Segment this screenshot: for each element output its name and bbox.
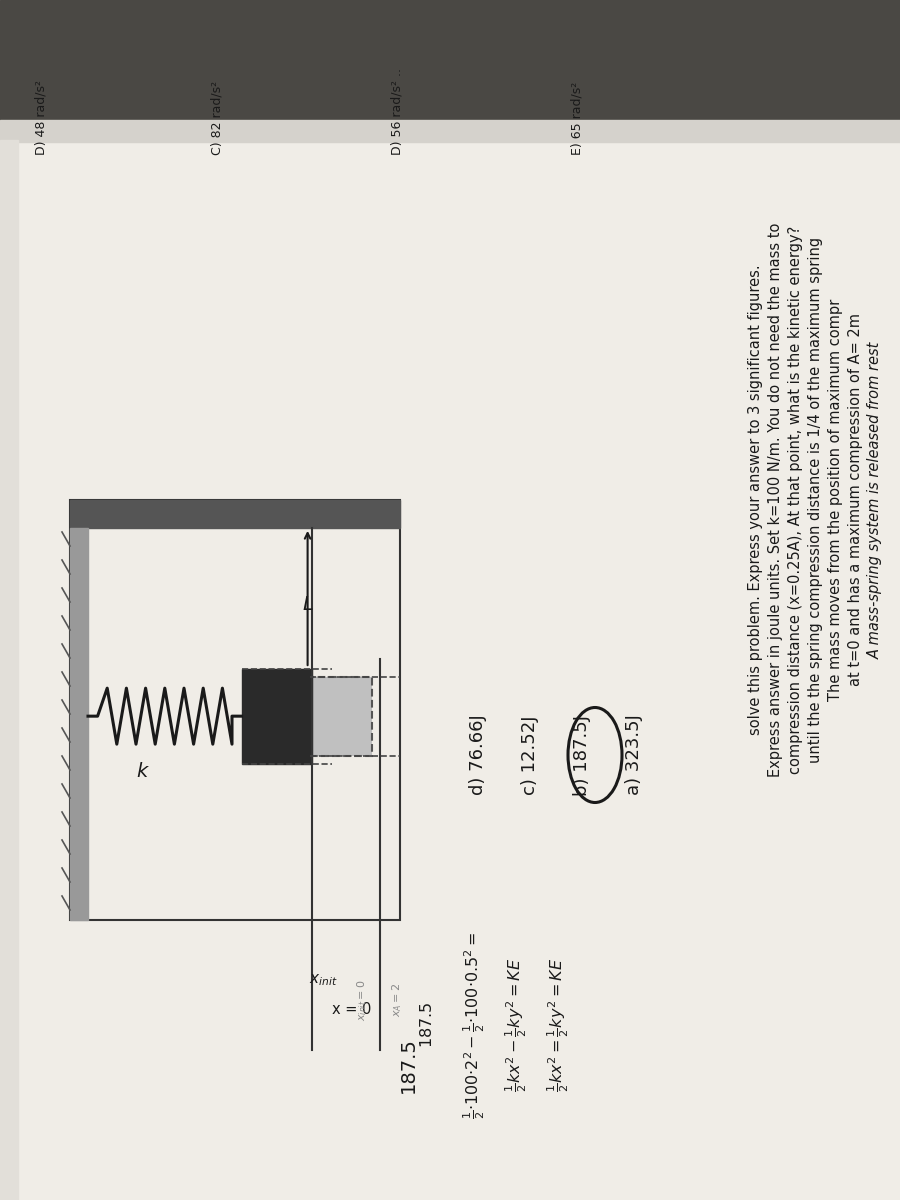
Text: at t=0 and has a maximum compression of A= 2m: at t=0 and has a maximum compression of … [848,313,863,686]
Text: $x_{init}$: $x_{init}$ [310,972,338,988]
Text: k: k [136,762,148,781]
Text: $187.5$: $187.5$ [419,1002,435,1048]
Text: $\frac{1}{2}kx^2 - \frac{1}{2}ky^2 = KE$: $\frac{1}{2}kx^2 - \frac{1}{2}ky^2 = KE$ [503,958,529,1092]
Text: solve this problem. Express your answer to 3 significant figures.: solve this problem. Express your answer … [748,265,763,736]
Text: D) 56 rad/s² ..: D) 56 rad/s² .. [390,68,403,155]
Text: E) 65 rad/s²: E) 65 rad/s² [570,82,583,155]
Bar [310,677,372,756]
Text: compression distance (x=0.25A), At that point, what is the kinetic energy?: compression distance (x=0.25A), At that … [788,226,803,774]
Text: c) 12.52J: c) 12.52J [521,715,539,794]
Text: Express answer in joule units. Set k=100 N/m. You do not need the mass to: Express answer in joule units. Set k=100… [768,223,783,778]
Bar [70,500,400,920]
Text: $x_{init} = 0$: $x_{init} = 0$ [355,979,369,1021]
Text: A mass-spring system is released from rest: A mass-spring system is released from re… [868,341,883,659]
Text: $\frac{1}{2}{\cdot}100{\cdot}2^2 - \frac{1}{2}{\cdot}100{\cdot}0.5^2 =$: $\frac{1}{2}{\cdot}100{\cdot}2^2 - \frac… [461,931,487,1118]
Text: $\frac{1}{2}kx^2 = \frac{1}{2}ky^2 = KE$: $\frac{1}{2}kx^2 = \frac{1}{2}ky^2 = KE$ [545,958,571,1092]
Text: d) 76.66J: d) 76.66J [469,715,487,796]
Text: x = 0: x = 0 [332,1002,372,1018]
Text: b) 187.5J: b) 187.5J [573,714,591,796]
Text: The mass moves from the position of maximum compr: The mass moves from the position of maxi… [828,299,843,701]
Bar [0,0,900,140]
Text: L: L [302,595,313,614]
Text: 187.5: 187.5 [399,1037,418,1093]
Bar [0,140,18,1200]
Bar [0,120,900,142]
Text: until the the spring compression distance is 1/4 of the maximum spring: until the the spring compression distanc… [808,236,823,763]
Text: a) 323.5J: a) 323.5J [625,714,643,796]
Bar [241,668,311,763]
Text: C) 82 rad/s²: C) 82 rad/s² [210,80,223,155]
Bar [70,528,88,920]
Bar [70,500,400,528]
Text: $x_A = 2$: $x_A = 2$ [390,983,404,1018]
Text: D) 48 rad/s²: D) 48 rad/s² [35,80,48,155]
Bar [0,125,900,1200]
